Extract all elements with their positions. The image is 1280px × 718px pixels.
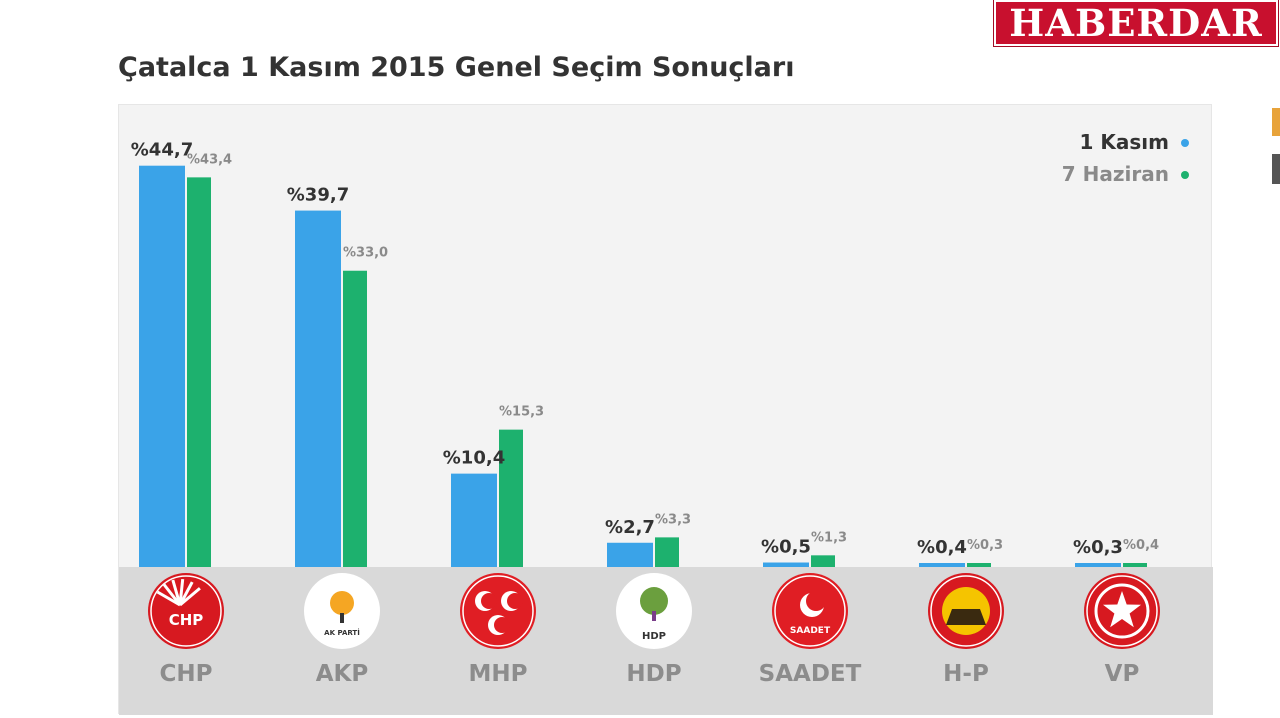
bar-saadet-kasim (763, 562, 809, 567)
bar-chp-kasim (139, 165, 185, 567)
bar-mhp-kasim (451, 473, 497, 567)
data-label-chp-haziran: %43,4 (187, 152, 232, 167)
data-label-akp-haziran: %33,0 (343, 246, 388, 261)
vp-logo-icon (1084, 573, 1160, 649)
data-label-vp-haziran: %0,4 (1123, 538, 1159, 553)
bar-akp-kasim (295, 210, 341, 567)
data-label-hp-kasim: %0,4 (917, 537, 967, 558)
bar-vp-haziran (1123, 563, 1147, 567)
bar-vp-kasim (1075, 563, 1121, 567)
data-label-hdp-haziran: %3,3 (655, 512, 691, 527)
category-label-mhp: MHP (469, 661, 528, 687)
bar-saadet-haziran (811, 555, 835, 567)
data-label-mhp-haziran: %15,3 (499, 405, 544, 420)
category-label-chp: CHP (160, 661, 213, 687)
data-label-mhp-kasim: %10,4 (443, 448, 505, 469)
logo-text-saadet: SAADET (790, 626, 831, 636)
legend-label-kasim: 1 Kasım (1080, 130, 1169, 154)
edge-decoration (1272, 108, 1280, 184)
data-label-hp-haziran: %0,3 (967, 538, 1003, 553)
mhp-logo-icon (460, 573, 536, 649)
chp-logo-icon: CHP (148, 573, 224, 649)
bar-hdp-haziran (655, 537, 679, 567)
hp-logo-icon (928, 573, 1004, 649)
data-label-hdp-kasim: %2,7 (605, 517, 655, 538)
hdp-logo-icon: HDP (616, 573, 692, 649)
logo-text-akp: AK PARTİ (324, 628, 360, 637)
chart-panel: %44,7 %43,4 CHP %39,7 %33,0 AKP %10,4 %15,3 MHP%… (118, 104, 1213, 715)
bar-akp-haziran (343, 270, 367, 567)
bar-chp-haziran (187, 177, 211, 567)
bar-hdp-kasim (607, 542, 653, 567)
legend-dot-kasim (1181, 139, 1189, 147)
akp-logo-icon: AK PARTİ (304, 573, 380, 649)
data-label-vp-kasim: %0,3 (1073, 537, 1123, 558)
logo-text-hdp: HDP (642, 631, 666, 642)
data-label-saadet-haziran: %1,3 (811, 530, 847, 545)
logo-text-chp: CHP (169, 611, 204, 629)
category-label-vp: VP (1105, 661, 1140, 687)
category-label-hp: H-P (943, 661, 989, 687)
bar-hp-kasim (919, 563, 965, 567)
data-label-saadet-kasim: %0,5 (761, 537, 811, 558)
saadet-logo-icon: SAADET (772, 573, 848, 649)
bar-chart: %44,7%43,4 CHP %39,7 %33,0 AKP %10,4 %15,3 MHP%… (119, 130, 1213, 715)
chart-title: Çatalca 1 Kasım 2015 Genel Seçim Sonuçla… (118, 52, 795, 83)
legend-label-haziran: 7 Haziran (1062, 162, 1169, 186)
category-label-akp: AKP (316, 661, 368, 687)
category-label-hdp: HDP (626, 661, 681, 687)
data-label-akp-kasim: %39,7 (287, 185, 349, 206)
haberdar-logo: HABERDAR (993, 0, 1279, 47)
bar-hp-haziran (967, 563, 991, 567)
data-label-chp-kasim: %44,7 (131, 140, 193, 161)
bar-mhp-haziran (499, 429, 523, 567)
category-label-saadet: SAADET (759, 661, 862, 687)
legend-dot-haziran (1181, 171, 1189, 179)
